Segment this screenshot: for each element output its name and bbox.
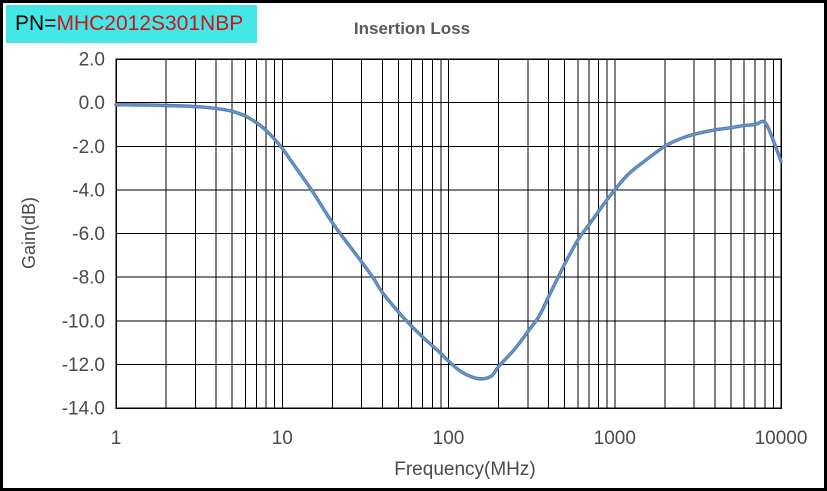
y-tick-label: -12.0 [62, 355, 105, 376]
x-tick-label: 100 [433, 428, 465, 449]
y-tick-label: -10.0 [62, 311, 105, 332]
y-tick-label: -14.0 [62, 399, 105, 420]
pn-value: MHC2012S301NBP [56, 12, 244, 35]
x-tick-label: 1000 [594, 428, 636, 449]
y-tick-label: 2.0 [79, 50, 105, 71]
x-tick-label: 10000 [755, 428, 808, 449]
y-tick-label: 0.0 [79, 93, 105, 114]
y-axis-title: Gain(dB) [19, 197, 39, 269]
plot-border [115, 58, 782, 409]
y-tick-label: -2.0 [72, 137, 105, 158]
y-tick-label: -8.0 [72, 268, 105, 289]
insertion-loss-curve-highlight [115, 104, 782, 380]
y-tick-label: -6.0 [72, 224, 105, 245]
chart-title: Insertion Loss [353, 19, 471, 38]
y-tick-label: -4.0 [72, 180, 105, 201]
x-tick-label: 1 [111, 428, 122, 449]
x-axis-title: Frequency(MHz) [394, 459, 535, 480]
part-number-badge: PN=MHC2012S301NBP [6, 5, 258, 43]
x-tick-label: 10 [272, 428, 293, 449]
axis-labels: 2.0 0.0 -2.0 -4.0 -6.0 -8.0 -10.0 -12.0 -14.0 1 10… [62, 50, 808, 450]
pn-prefix: PN= [15, 12, 57, 35]
gridlines [115, 58, 782, 409]
